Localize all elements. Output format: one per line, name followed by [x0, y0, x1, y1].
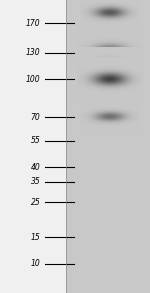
Text: 25: 25 [31, 198, 40, 207]
FancyBboxPatch shape [0, 0, 66, 293]
Text: 55: 55 [31, 136, 40, 145]
Text: 170: 170 [26, 19, 40, 28]
Text: 130: 130 [26, 48, 40, 57]
Text: 40: 40 [31, 163, 40, 171]
Text: 100: 100 [26, 75, 40, 84]
Text: 35: 35 [31, 177, 40, 186]
Text: 70: 70 [31, 113, 40, 122]
Text: 15: 15 [31, 233, 40, 242]
Text: 10: 10 [31, 259, 40, 268]
FancyBboxPatch shape [66, 0, 150, 293]
